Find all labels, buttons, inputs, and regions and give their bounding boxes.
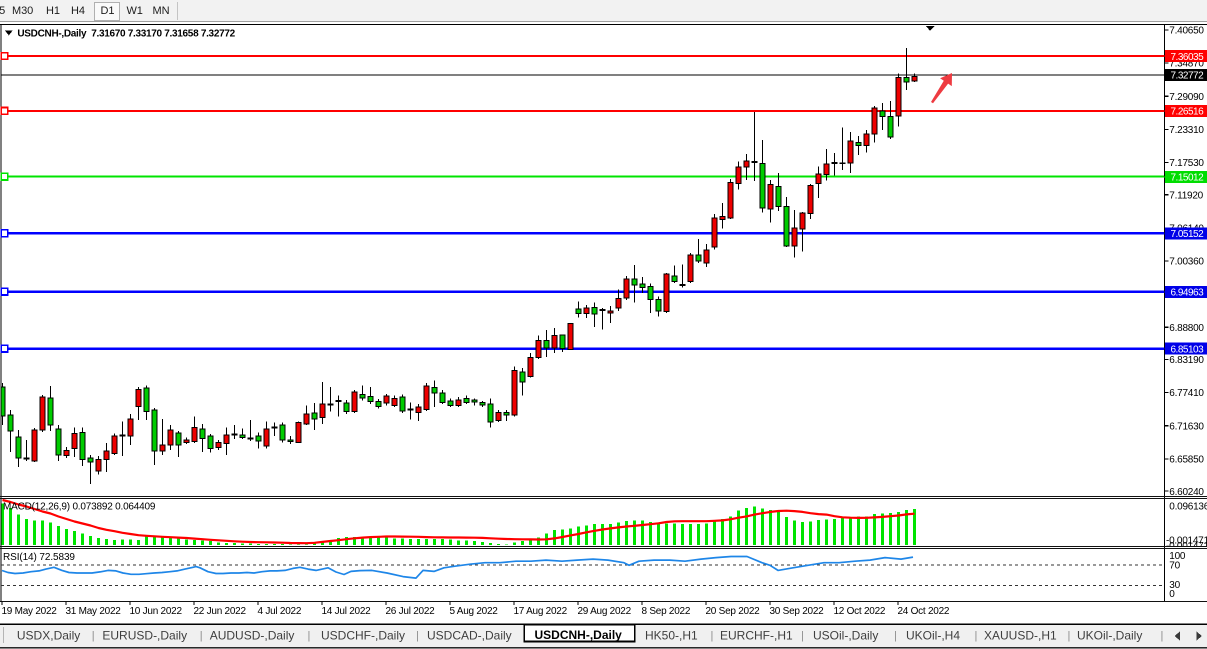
svg-text:MN: MN [153, 5, 170, 17]
svg-text:USDCNH-,Daily: USDCNH-,Daily [535, 628, 623, 642]
svg-text:31 May 2022: 31 May 2022 [66, 606, 122, 617]
svg-text:M5: M5 [0, 5, 5, 17]
svg-text:7.34870: 7.34870 [1169, 59, 1204, 70]
svg-text:USDCHF-,Daily: USDCHF-,Daily [321, 629, 405, 643]
svg-text:UKOil-,H4: UKOil-,H4 [906, 629, 960, 643]
svg-text:6.88800: 6.88800 [1169, 323, 1204, 334]
svg-text:7.36035: 7.36035 [1171, 52, 1205, 63]
svg-text:H4: H4 [71, 5, 85, 17]
svg-text:7.40650: 7.40650 [1169, 26, 1204, 37]
svg-text:5 Aug 2022: 5 Aug 2022 [450, 606, 499, 617]
svg-text:|: | [801, 630, 804, 642]
svg-text:USDX,Daily: USDX,Daily [17, 629, 80, 643]
svg-text:20 Sep 2022: 20 Sep 2022 [706, 606, 761, 617]
svg-text:26 Jul 2022: 26 Jul 2022 [386, 606, 436, 617]
svg-text:|: | [711, 630, 714, 642]
svg-text:14 Jul 2022: 14 Jul 2022 [322, 606, 372, 617]
svg-text:6.85103: 6.85103 [1171, 344, 1205, 355]
svg-text:D1: D1 [101, 5, 115, 17]
svg-text:6.60240: 6.60240 [1169, 487, 1204, 498]
svg-text:6.94963: 6.94963 [1171, 288, 1205, 299]
svg-text:HK50-,H1: HK50-,H1 [645, 629, 698, 643]
svg-text:70: 70 [1169, 560, 1180, 571]
svg-text:6.71630: 6.71630 [1169, 421, 1204, 432]
svg-text:-0.001471: -0.001471 [1166, 541, 1207, 552]
svg-text:|: | [308, 630, 311, 642]
svg-text:19 May 2022: 19 May 2022 [2, 606, 58, 617]
svg-text:H1: H1 [46, 5, 60, 17]
svg-text:30: 30 [1169, 580, 1180, 591]
svg-text:24 Oct 2022: 24 Oct 2022 [898, 606, 950, 617]
svg-text:|: | [92, 630, 95, 642]
svg-text:12 Oct 2022: 12 Oct 2022 [834, 606, 886, 617]
svg-text:EURUSD-,Daily: EURUSD-,Daily [102, 629, 187, 643]
svg-text:17 Aug 2022: 17 Aug 2022 [514, 606, 568, 617]
svg-text:4 Jul 2022: 4 Jul 2022 [258, 606, 302, 617]
svg-text:|: | [416, 630, 419, 642]
svg-text:|: | [894, 630, 897, 642]
svg-text:USOil-,Daily: USOil-,Daily [813, 629, 878, 643]
svg-text:|: | [1161, 630, 1164, 642]
svg-text:XAUUSD-,H1: XAUUSD-,H1 [984, 629, 1057, 643]
svg-text:0: 0 [1169, 589, 1175, 600]
svg-text:30 Sep 2022: 30 Sep 2022 [770, 606, 825, 617]
svg-text:7.23310: 7.23310 [1169, 125, 1204, 136]
svg-text:|: | [975, 630, 978, 642]
svg-text:MACD(12,26,9) 0.073892 0.06440: MACD(12,26,9) 0.073892 0.064409 [3, 502, 156, 513]
svg-text:7.26516: 7.26516 [1171, 107, 1205, 118]
svg-text:6.65850: 6.65850 [1169, 455, 1204, 466]
svg-text:6.77410: 6.77410 [1169, 388, 1204, 399]
svg-text:EURCHF-,H1: EURCHF-,H1 [720, 629, 793, 643]
svg-text:7.29090: 7.29090 [1169, 92, 1204, 103]
svg-text:100: 100 [1169, 551, 1186, 562]
svg-text:7.05152: 7.05152 [1171, 229, 1205, 240]
svg-text:7.00360: 7.00360 [1169, 257, 1204, 268]
svg-text:8 Sep 2022: 8 Sep 2022 [642, 606, 691, 617]
svg-text:|: | [200, 630, 203, 642]
svg-text:7.32772: 7.32772 [1171, 71, 1205, 82]
svg-text:M30: M30 [12, 5, 33, 17]
svg-text:10 Jun 2022: 10 Jun 2022 [130, 606, 183, 617]
svg-text:7.11920: 7.11920 [1169, 190, 1203, 201]
svg-text:RSI(14) 72.5839: RSI(14) 72.5839 [3, 552, 75, 563]
svg-text:USDCNH-,Daily 7.31670 7.33170: USDCNH-,Daily 7.31670 7.33170 7.31658 7.… [17, 29, 235, 40]
svg-text:UKOil-,Daily: UKOil-,Daily [1077, 629, 1142, 643]
svg-text:AUDUSD-,Daily: AUDUSD-,Daily [210, 629, 295, 643]
svg-text:|: | [1068, 630, 1071, 642]
svg-text:7.15012: 7.15012 [1171, 173, 1205, 184]
svg-text:-0.001471: -0.001471 [1166, 535, 1207, 546]
svg-text:W1: W1 [127, 5, 143, 17]
svg-text:6.83190: 6.83190 [1169, 355, 1204, 366]
svg-text:USDCAD-,Daily: USDCAD-,Daily [427, 629, 512, 643]
svg-text:22 Jun 2022: 22 Jun 2022 [194, 606, 247, 617]
svg-text:29 Aug 2022: 29 Aug 2022 [578, 606, 632, 617]
svg-text:0.096136: 0.096136 [1169, 501, 1207, 512]
svg-text:7.17530: 7.17530 [1169, 158, 1204, 169]
